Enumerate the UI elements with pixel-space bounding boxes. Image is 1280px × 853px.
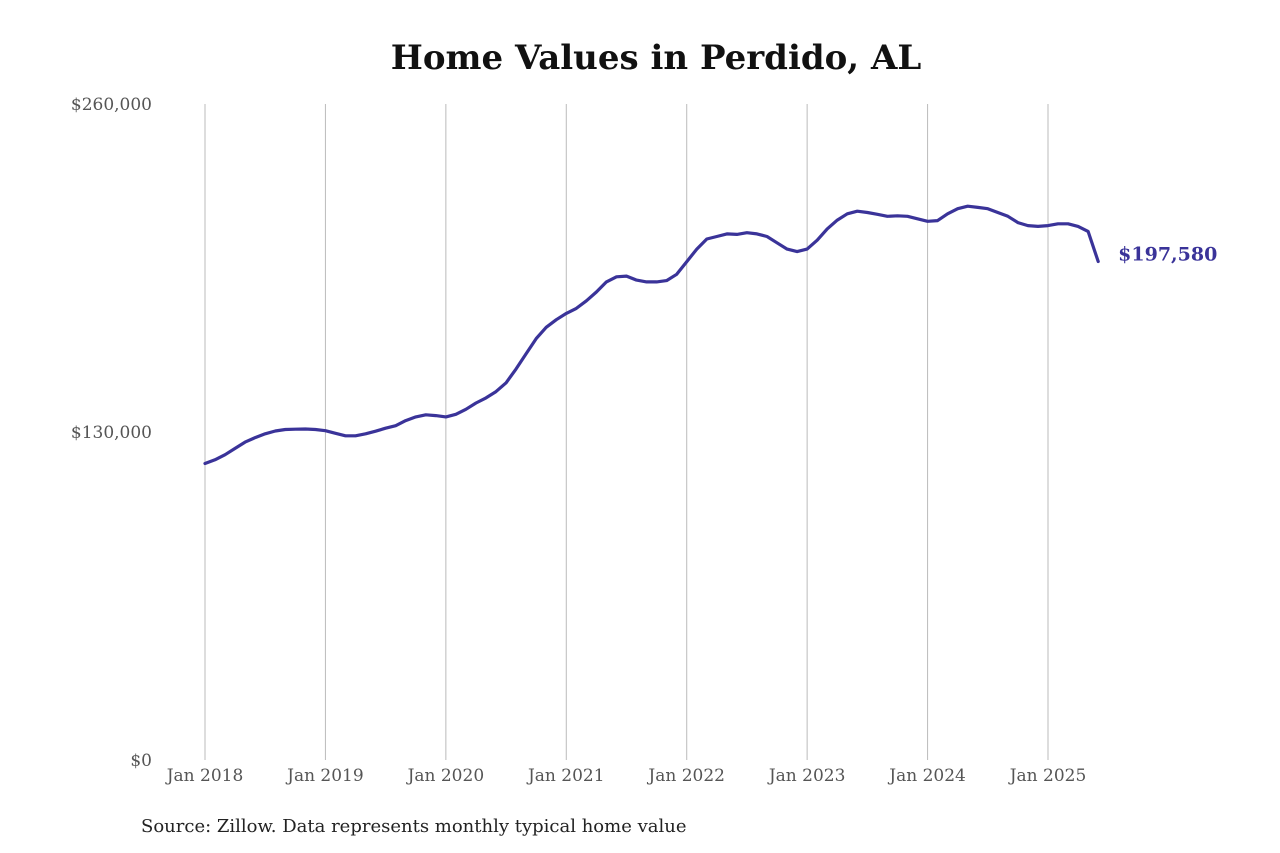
x-tick-label: Jan 2018 [165, 766, 244, 786]
x-tick-label: Jan 2021 [526, 766, 605, 786]
y-tick-label: $0 [130, 751, 152, 771]
x-tick-label: Jan 2019 [285, 766, 364, 786]
x-tick-label: Jan 2022 [646, 766, 725, 786]
series-line [203, 204, 1100, 466]
series-layer [203, 204, 1100, 466]
source-note: Source: Zillow. Data represents monthly … [141, 816, 687, 837]
x-tick-label: Jan 2023 [767, 766, 846, 786]
end-value-label: $197,580 [1118, 243, 1217, 265]
y-axis-ticks: $0 $130,000 $260,000 [71, 95, 152, 771]
y-tick-label: $130,000 [71, 423, 152, 443]
x-tick-label: Jan 2020 [406, 766, 485, 786]
x-tick-label: Jan 2024 [887, 766, 966, 786]
x-axis-ticks: Jan 2018 Jan 2019 Jan 2020 Jan 2021 Jan 2022… [165, 766, 1087, 786]
x-tick-label: Jan 2025 [1008, 766, 1087, 786]
end-label-layer: $197,580 [1118, 243, 1217, 265]
chart-title: Home Values in Perdido, AL [390, 38, 922, 78]
y-tick-label: $260,000 [71, 95, 152, 115]
